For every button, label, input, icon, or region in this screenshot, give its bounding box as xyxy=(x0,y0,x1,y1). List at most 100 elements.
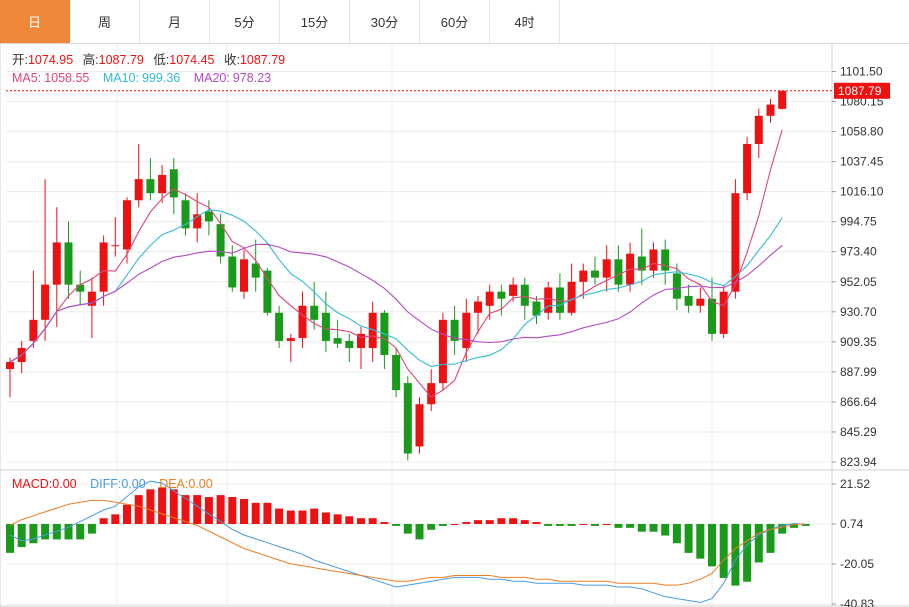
candle-body xyxy=(415,404,424,447)
macd-bar xyxy=(392,523,401,526)
candle xyxy=(298,291,307,348)
candle-body xyxy=(99,242,108,292)
candle xyxy=(778,90,787,110)
candle xyxy=(64,221,73,299)
candle-body xyxy=(216,224,225,257)
macd-bar xyxy=(29,523,38,544)
candle xyxy=(661,239,670,285)
tab-6[interactable]: 60分 xyxy=(420,0,490,43)
candle-body xyxy=(649,249,658,271)
candle-body xyxy=(146,179,155,194)
candle xyxy=(321,291,330,353)
tab-1[interactable]: 周 xyxy=(70,0,140,43)
macd-bar xyxy=(766,523,775,553)
candle xyxy=(204,200,213,236)
macd-bar xyxy=(555,523,564,526)
candle-body xyxy=(696,298,705,306)
price-tick-label-7: 952.05 xyxy=(840,275,877,289)
candle xyxy=(403,376,412,461)
macd-bar xyxy=(204,497,213,524)
price-axis: 1101.501080.151058.801037.451016.10994.7… xyxy=(6,65,890,607)
last-price-label: 1087.79 xyxy=(838,84,882,98)
price-tick-label-13: 823.94 xyxy=(840,455,877,469)
macd-bar xyxy=(321,512,330,524)
macd-bar xyxy=(99,518,108,524)
candle-body xyxy=(462,312,471,348)
candle-body xyxy=(672,273,681,299)
macd-bar xyxy=(438,523,447,526)
candle xyxy=(216,214,225,264)
price-tick-label-12: 845.29 xyxy=(840,425,877,439)
tab-4[interactable]: 15分 xyxy=(280,0,350,43)
macd-bar xyxy=(661,523,670,536)
candle xyxy=(591,256,599,285)
macd-bar xyxy=(731,523,740,586)
candle xyxy=(29,270,38,348)
tab-7[interactable]: 4时 xyxy=(490,0,560,43)
tab-0[interactable]: 日 xyxy=(0,0,70,43)
candle-body xyxy=(602,259,611,278)
candle xyxy=(743,136,752,201)
macd-bar xyxy=(591,523,599,526)
macd-bar xyxy=(497,518,506,524)
tab-5[interactable]: 30分 xyxy=(350,0,420,43)
candle xyxy=(87,277,96,339)
moving-average-lines xyxy=(9,129,783,398)
macd-bar xyxy=(158,487,167,524)
candle xyxy=(380,309,389,370)
candle xyxy=(520,277,529,320)
candle-body xyxy=(766,104,775,116)
macd-bar xyxy=(614,523,623,528)
candle-body xyxy=(64,242,73,285)
price-tick-label-3: 1037.45 xyxy=(840,155,884,169)
candle xyxy=(123,197,131,264)
candle xyxy=(684,284,693,313)
tab-2[interactable]: 月 xyxy=(140,0,210,43)
candle-body xyxy=(6,362,14,370)
candle xyxy=(602,245,611,292)
candle xyxy=(427,369,436,412)
macd-bar xyxy=(567,523,576,526)
candle-body xyxy=(134,179,143,201)
macd-bar xyxy=(602,523,611,525)
candle-body xyxy=(52,242,61,285)
candle-body xyxy=(497,291,506,299)
macd-bar xyxy=(87,523,96,534)
candle-body xyxy=(87,291,96,306)
candle xyxy=(754,108,763,159)
candle-body xyxy=(520,284,529,306)
candle xyxy=(637,228,646,285)
macd-bar xyxy=(520,520,529,524)
candle xyxy=(368,301,377,363)
candle-body xyxy=(76,284,85,292)
candle xyxy=(474,295,482,334)
macd-bar xyxy=(579,523,588,525)
candle xyxy=(415,397,424,454)
candle-body xyxy=(240,259,248,292)
candle-body xyxy=(286,338,295,341)
candle-body xyxy=(298,305,307,339)
macd-bar xyxy=(637,523,646,532)
ohlc-info: 开:1074.95 高:1087.79 低:1074.45 收:1087.79 xyxy=(12,52,285,67)
macd-bar xyxy=(672,523,681,544)
candle xyxy=(6,357,14,398)
candle xyxy=(333,319,342,348)
macd-bar xyxy=(240,498,248,524)
candle xyxy=(52,207,61,327)
candle-body xyxy=(251,263,260,278)
candle-body xyxy=(333,338,342,344)
dea-line xyxy=(9,499,806,586)
macd-bar xyxy=(193,495,202,524)
candle-body xyxy=(719,291,728,334)
macd-bar xyxy=(415,523,424,540)
macd-bar xyxy=(123,504,131,524)
candle-body xyxy=(708,298,716,334)
last-price-badge xyxy=(834,82,890,99)
macd-bar xyxy=(649,523,658,532)
candle xyxy=(158,165,167,204)
macd-bar xyxy=(532,522,541,524)
tab-3[interactable]: 5分 xyxy=(210,0,280,43)
candle xyxy=(169,158,178,215)
candle xyxy=(240,249,248,299)
candle xyxy=(310,281,319,330)
